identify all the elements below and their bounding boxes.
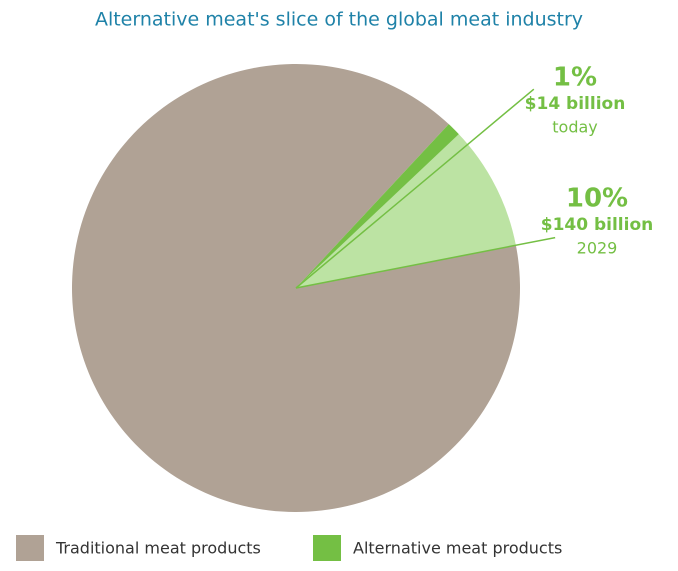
amount-label: $140 billion <box>541 215 654 235</box>
pie-slice <box>71 63 520 513</box>
amount-label: $14 billion <box>525 94 626 114</box>
legend-swatch <box>313 535 341 561</box>
period-label: today <box>552 118 598 137</box>
legend-label: Alternative meat products <box>353 539 562 558</box>
pie-slice <box>296 124 459 288</box>
leader-line <box>295 236 556 289</box>
pie-slice <box>296 124 516 288</box>
value-label: 10% <box>566 184 628 214</box>
leader-line <box>295 88 535 289</box>
legend-label: Traditional meat products <box>55 539 261 558</box>
chart-title: Alternative meat's slice of the global m… <box>95 9 583 31</box>
legend-swatch <box>16 535 44 561</box>
period-label: 2029 <box>577 239 618 258</box>
value-label: 1% <box>553 63 597 93</box>
